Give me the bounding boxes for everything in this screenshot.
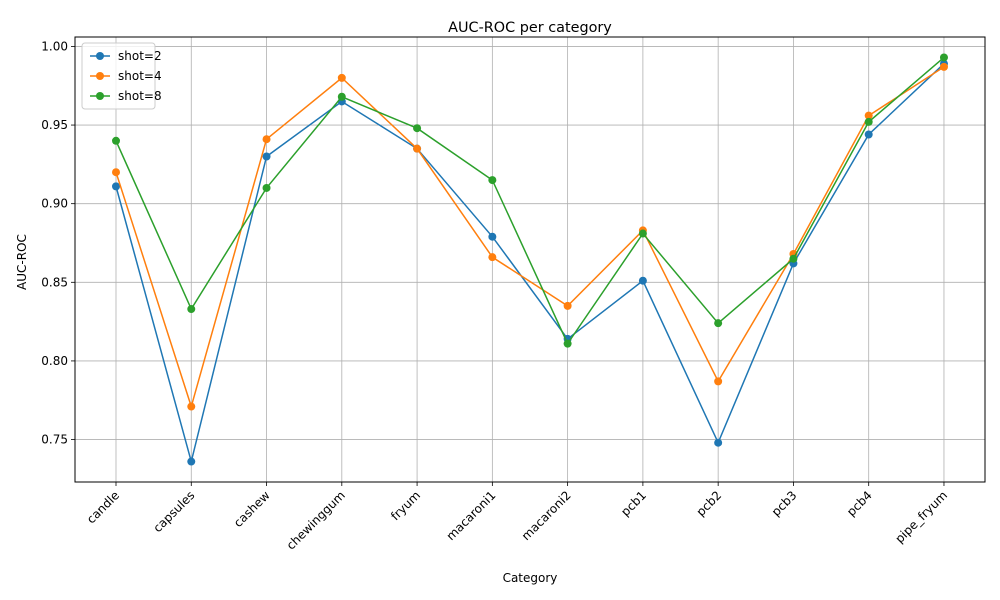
legend-marker <box>96 92 104 100</box>
data-point <box>488 176 497 185</box>
y-tick-label: 0.95 <box>41 118 68 132</box>
series-shot-4 <box>112 62 948 411</box>
data-point <box>413 124 422 133</box>
x-tick-label: cashew <box>231 488 273 530</box>
data-point <box>638 276 647 285</box>
x-tick-label: pcb1 <box>618 488 649 519</box>
data-point <box>112 168 120 177</box>
x-tick-label: fryum <box>388 488 423 523</box>
series-line <box>115 66 945 410</box>
data-point <box>864 117 873 126</box>
data-point <box>563 339 572 348</box>
legend: shot=2 shot=4 shot=8 <box>81 42 162 110</box>
x-tick-label: candle <box>84 488 122 526</box>
data-point <box>864 111 873 120</box>
data-point <box>262 183 271 192</box>
data-point <box>262 135 271 144</box>
x-tick-label: pcb3 <box>769 488 800 519</box>
x-tick-label: macaroni2 <box>519 488 574 543</box>
data-point <box>187 402 196 411</box>
data-point <box>714 377 723 386</box>
x-tick-label: pcb4 <box>844 488 875 519</box>
legend-item: shot=8 <box>90 89 162 103</box>
legend-item: shot=2 <box>90 49 162 63</box>
data-point <box>563 301 572 310</box>
x-axis-title: Category <box>503 571 558 585</box>
legend-marker <box>96 72 104 80</box>
legend-label: shot=2 <box>118 49 162 63</box>
series-line <box>115 56 945 346</box>
data-point <box>864 130 873 139</box>
data-point <box>789 254 798 263</box>
data-point <box>112 136 120 145</box>
data-point <box>638 229 647 238</box>
y-tick-label: 1.00 <box>41 39 68 53</box>
legend-label: shot=8 <box>118 89 162 103</box>
x-tick-label: capsules <box>150 488 197 535</box>
plot-frame <box>74 36 986 483</box>
chart-title: AUC-ROC per category <box>448 20 612 36</box>
data-point <box>939 53 948 62</box>
data-point <box>262 152 271 161</box>
series-layer <box>112 53 948 466</box>
y-tick-label: 0.75 <box>41 433 68 447</box>
data-point <box>187 305 196 314</box>
x-tick-label: pipe_fryum <box>892 488 950 546</box>
x-tick-label: pcb2 <box>694 488 725 519</box>
y-tick-label: 0.80 <box>41 354 68 368</box>
y-tick-label: 0.90 <box>41 197 68 211</box>
y-axis-title: AUC-ROC <box>15 234 29 290</box>
data-point <box>488 253 497 262</box>
x-tick-label: macaroni1 <box>444 488 499 543</box>
y-axis: 0.75 0.80 0.85 0.90 0.95 1.00 <box>41 39 75 447</box>
series-shot-8 <box>112 53 948 348</box>
data-point <box>112 182 120 191</box>
x-tick-label: chewinggum <box>284 488 348 552</box>
legend-label: shot=4 <box>118 69 162 83</box>
data-point <box>413 144 422 153</box>
data-point <box>187 457 196 466</box>
data-point <box>488 232 497 241</box>
data-point <box>714 438 723 447</box>
legend-item: shot=4 <box>90 69 162 83</box>
data-point <box>714 319 723 328</box>
data-point <box>939 62 948 71</box>
x-axis: candle capsules cashew chewinggum fryum macar… <box>84 482 950 552</box>
data-point <box>337 92 346 101</box>
legend-marker <box>96 52 104 60</box>
grid <box>75 37 985 482</box>
data-point <box>337 73 346 82</box>
y-tick-label: 0.85 <box>41 275 68 289</box>
